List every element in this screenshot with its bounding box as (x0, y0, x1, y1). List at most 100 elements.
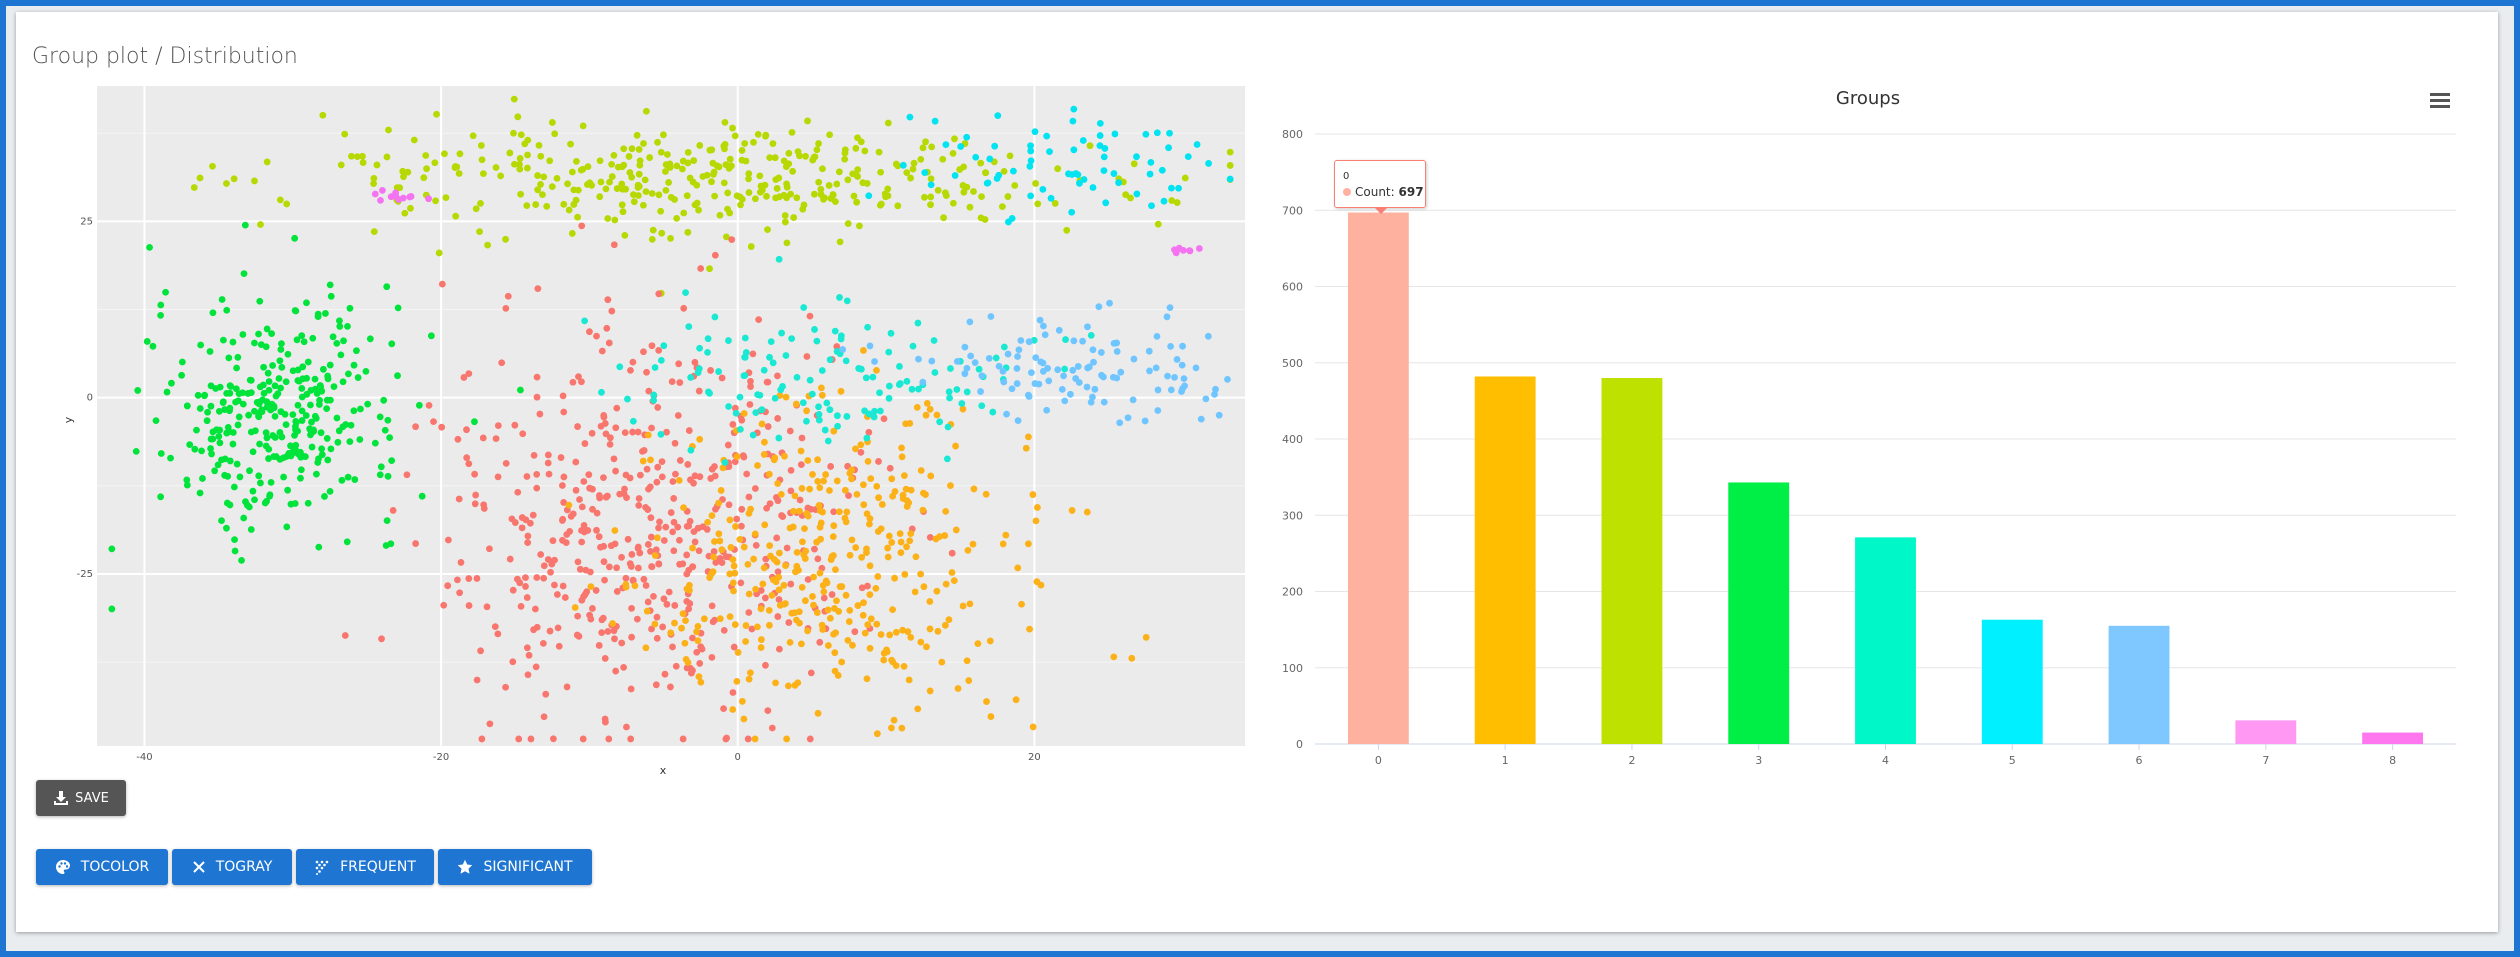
scatter-point (715, 530, 723, 538)
bar[interactable] (1347, 212, 1409, 745)
scatter-point (226, 457, 234, 465)
scatter-point (816, 507, 824, 515)
scatter-point (606, 178, 613, 186)
scatter-point (463, 454, 471, 462)
scatter-point (218, 296, 226, 303)
scatter-point (891, 488, 899, 495)
scatter-point (294, 401, 302, 409)
scatter-point (804, 457, 812, 464)
scatter-point (486, 720, 494, 728)
scatter-point (1133, 153, 1140, 161)
scatter-point (491, 623, 499, 631)
bar[interactable] (1981, 619, 2043, 744)
scatter-point (1142, 130, 1150, 138)
scatter-point (673, 214, 681, 222)
scatter-point (383, 283, 391, 291)
scatter-point (655, 191, 663, 199)
scatter-point (791, 492, 799, 500)
scatter-point (740, 453, 748, 461)
scatter-point (388, 457, 396, 465)
scatter-point (1091, 385, 1099, 393)
bar[interactable] (2235, 720, 2297, 744)
scatter-point (959, 602, 967, 610)
scatter-point (297, 474, 304, 482)
scatter-point (340, 337, 347, 345)
scatter-point (710, 553, 718, 561)
scatter-point (758, 420, 766, 428)
scatter-point (1197, 415, 1205, 423)
scatter-point (958, 400, 966, 407)
scatter-point (720, 705, 727, 713)
bar[interactable] (1728, 482, 1790, 744)
scatter-point (740, 715, 748, 723)
scatter-point (1062, 336, 1069, 343)
scatter-point (757, 605, 765, 613)
scatter-point (239, 389, 246, 397)
scatter-point (740, 410, 748, 417)
bar[interactable] (1601, 378, 1663, 744)
scatter-point (679, 610, 687, 617)
scatter-point (774, 568, 782, 576)
scatter-point (835, 168, 843, 176)
scatter-point (319, 365, 327, 373)
scatter-point (941, 621, 949, 629)
scatter-point (885, 382, 893, 390)
scatter-point (941, 532, 949, 539)
scatter-point (787, 487, 795, 495)
scatter-point (824, 437, 832, 445)
scatter-point (864, 621, 872, 629)
scatter-point (146, 243, 153, 251)
scatter-point (1226, 162, 1234, 169)
scatter-point (810, 601, 817, 609)
scatter-point (364, 400, 372, 408)
chart-menu-button[interactable] (2428, 90, 2452, 112)
scatter-point (1054, 366, 1062, 374)
scatter-point (740, 372, 748, 380)
save-button[interactable]: SAVE (36, 780, 126, 816)
scatter-point (975, 365, 983, 373)
scatter-point (877, 525, 885, 533)
scatter-point (731, 458, 739, 466)
significant-button[interactable]: SIGNIFICANT (438, 849, 592, 885)
scatter-point (581, 590, 589, 598)
scatter-point (790, 507, 797, 515)
scatter-point (1204, 332, 1212, 340)
scatter-point (635, 564, 642, 572)
scatter-point (789, 167, 797, 175)
scatter-point (321, 493, 328, 500)
scatter-point (654, 463, 662, 471)
scatter-point (291, 431, 298, 439)
bar[interactable] (1474, 376, 1536, 744)
scatter-point (626, 474, 634, 482)
scatter-point (545, 470, 553, 478)
scatter-point (865, 192, 873, 200)
togray-button[interactable]: TOGRAY (172, 849, 292, 885)
bar[interactable] (2362, 732, 2424, 744)
scatter-point (639, 447, 646, 455)
scatter-point (773, 558, 781, 566)
scatter-point (889, 606, 896, 614)
bar[interactable] (2108, 625, 2170, 744)
scatter-point (337, 161, 345, 169)
scatter-point (1193, 141, 1201, 148)
scatter-point (1034, 504, 1041, 511)
scatter-point (1096, 132, 1104, 139)
frequent-button[interactable]: FREQUENT (296, 849, 434, 885)
scatter-point (752, 541, 760, 549)
scatter-point (257, 479, 264, 487)
scatter-point (597, 178, 605, 186)
scatter-point (422, 152, 430, 159)
bar[interactable] (1855, 537, 1916, 744)
scatter-point (687, 446, 695, 454)
scatter-point (967, 352, 975, 360)
scatter-point (939, 155, 947, 163)
scatter-point (821, 426, 829, 434)
scatter-point (524, 151, 531, 159)
scatter-point (646, 483, 654, 491)
scatter-point (689, 544, 696, 552)
scatter-point (708, 465, 716, 473)
scatter-point (684, 461, 692, 468)
tocolor-button[interactable]: TOCOLOR (36, 849, 168, 885)
scatter-point (950, 577, 958, 585)
scatter-point (852, 445, 859, 453)
